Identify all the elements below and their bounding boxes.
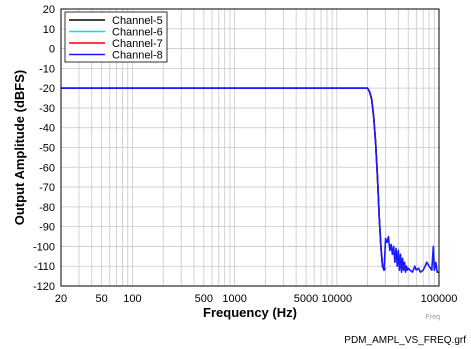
graph-filename: PDM_AMPL_VS_FREQ.grf (344, 335, 466, 346)
x-tick-label: 100 (123, 293, 141, 305)
x-tick-label: 20 (55, 293, 67, 305)
series-group (61, 87, 439, 273)
legend-label: Channel-8 (112, 50, 163, 62)
x-tick-label: 500 (195, 293, 213, 305)
y-tick-label: -120 (33, 281, 55, 293)
y-tick-label: -100 (33, 241, 55, 253)
y-tick-label: -30 (39, 103, 55, 115)
x-tick-label: 50 (96, 293, 108, 305)
series-line-channel-8 (61, 87, 439, 273)
y-tick-label: -70 (39, 182, 55, 194)
y-tick-label: -10 (39, 63, 55, 75)
y-tick-label: -110 (34, 261, 55, 273)
plot-frame (60, 8, 440, 287)
y-axis-title: Output Amplitude (dBFS) (12, 70, 27, 226)
corner-note: Freq (426, 314, 441, 321)
y-tick-label: 20 (43, 4, 55, 16)
y-tick-label: -20 (39, 83, 55, 95)
y-tick-label: 0 (49, 44, 55, 56)
y-tick-label: -90 (39, 222, 55, 234)
legend-label: Channel-5 (112, 15, 163, 27)
x-tick-label: 10000 (322, 293, 353, 305)
y-tick-label: -50 (39, 143, 55, 155)
y-tick-label: 10 (43, 24, 55, 36)
x-axis-title: Frequency (Hz) (203, 305, 297, 320)
legend-label: Channel-7 (112, 38, 163, 50)
y-tick-label: -80 (39, 202, 55, 214)
x-tick-label: 5000 (294, 293, 318, 305)
x-tick-labels: 20 50 100 500 1000 5000 10000 100000 (55, 293, 457, 305)
legend-label: Channel-6 (112, 27, 163, 39)
x-tick-label: 100000 (421, 293, 458, 305)
y-tick-label: -40 (39, 123, 55, 135)
y-tick-labels: 20 10 0 -10 -20 -30 -40 -50 -60 -70 -80 -90 -100 -110… (33, 4, 55, 293)
y-tick-label: -60 (39, 162, 55, 174)
x-tick-label: 1000 (222, 293, 246, 305)
